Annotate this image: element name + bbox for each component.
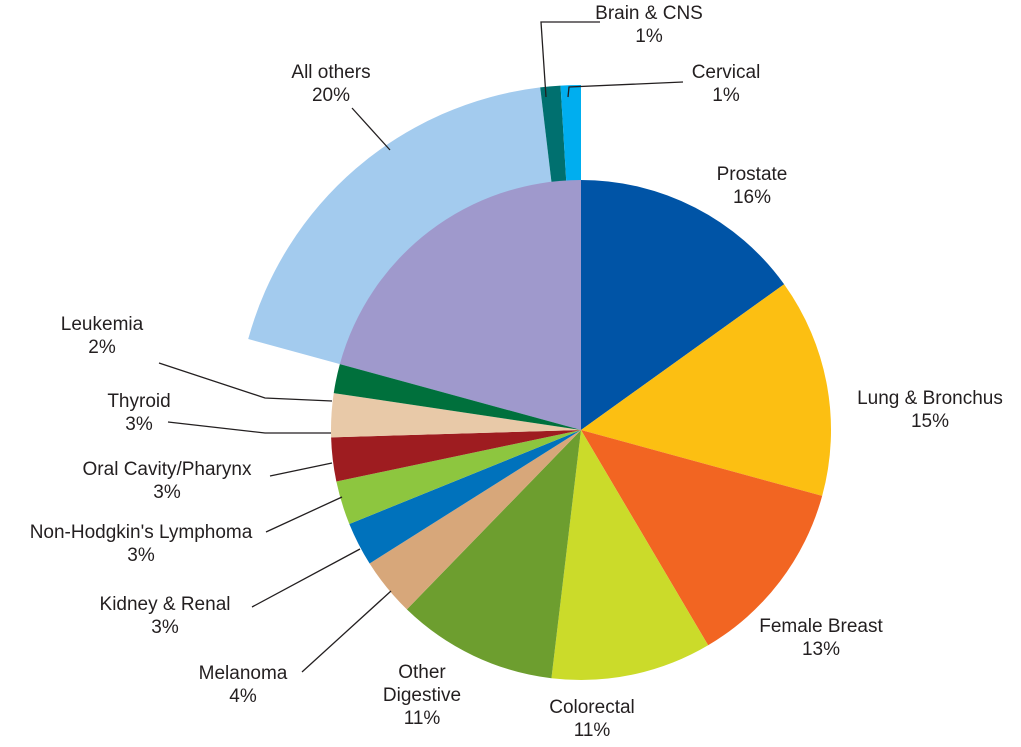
pie-slice-melanoma [369,430,581,610]
leader-line-melanoma [301,590,392,673]
slice-value-label-melanoma: 4% [229,686,257,707]
leader-line-leukemia [158,362,333,402]
slice-category-label-lung-bronchus: Lung & Bronchus [857,388,1003,409]
leader-lines [158,21,684,673]
slice-category-label-cervical: Cervical [692,62,761,83]
slice-category-label-thyroid: Thyroid [107,391,170,412]
slice-value-label-oral-cavity-pharynx: 3% [153,482,181,503]
slice-value-label-kidney-renal: 3% [151,617,179,638]
slice-category-label-non-hodgkin-s-lymphoma: Non-Hodgkin's Lymphoma [30,522,253,543]
pie-slice-leukemia [333,364,581,430]
slice-value-label-other-digestive: 11% [404,708,441,729]
leader-line-thyroid [167,421,331,434]
pie-slice-lung-bronchus [581,284,831,496]
slice-category-label-other-digestive: Other [398,662,446,683]
slice-value-label-thyroid: 3% [125,414,153,435]
pie-slice-oral-cavity-pharynx [331,430,581,482]
leader-line-all-others [351,107,391,151]
slice-category-label-other-digestive: Digestive [383,685,461,706]
pie-slices [248,85,831,681]
slice-value-label-cervical: 1% [712,85,740,106]
slice-value-label-colorectal: 11% [574,720,611,741]
pie-slice-other-digestive [406,430,581,679]
leader-line-cervical [567,81,684,98]
slice-category-label-colorectal: Colorectal [549,697,635,718]
slice-value-label-leukemia: 2% [88,337,116,358]
leader-line-oral-cavity-pharynx [269,462,333,477]
slice-category-label-prostate: Prostate [717,164,788,185]
slice-category-label-all-others: All others [291,62,370,83]
slice-value-label-female-breast: 13% [802,639,840,660]
leader-line-non-hodgkin-s-lymphoma [265,496,343,533]
pie-slice-non-hodgkin-s-lymphoma [336,430,581,524]
slice-value-label-all-others: 20% [312,85,350,106]
slice-value-label-prostate: 16% [733,187,771,208]
slice-category-label-melanoma: Melanoma [199,663,288,684]
pie-slice-combined-inner [339,180,581,430]
pie-slice-kidney-renal [349,430,581,564]
slice-category-label-leukemia: Leukemia [61,314,144,335]
leader-line-brain-cns [540,21,600,98]
slice-category-label-kidney-renal: Kidney & Renal [100,594,231,615]
slice-category-label-brain-cns: Brain & CNS [595,3,703,24]
pie-slice-colorectal [551,430,709,681]
pie-slice-prostate [581,180,785,430]
slice-category-label-oral-cavity-pharynx: Oral Cavity/Pharynx [83,459,252,480]
leader-line-kidney-renal [251,548,361,608]
slice-category-label-female-breast: Female Breast [759,616,883,637]
slice-value-label-lung-bronchus: 15% [911,411,949,432]
slice-value-label-non-hodgkin-s-lymphoma: 3% [127,545,155,566]
pie-slice-female-breast [581,430,823,646]
slice-value-label-brain-cns: 1% [635,26,663,47]
pie-slice-thyroid [331,393,581,438]
